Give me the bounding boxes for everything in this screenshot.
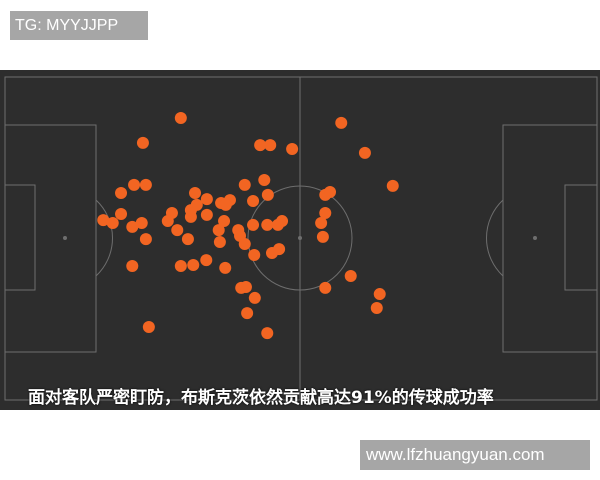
pass-dot xyxy=(358,146,371,159)
pass-dot xyxy=(315,216,328,229)
pass-dot xyxy=(271,218,284,231)
pass-dot xyxy=(97,214,110,227)
pass-dot xyxy=(258,174,271,187)
left-goal-area xyxy=(4,184,36,291)
pass-dot xyxy=(142,321,155,334)
pass-dot xyxy=(136,136,149,149)
pass-dot xyxy=(200,208,213,221)
pass-dot xyxy=(319,206,332,219)
pass-dot xyxy=(261,327,274,340)
right-goal-area xyxy=(564,184,598,291)
right-penalty-box xyxy=(502,124,598,353)
pass-dot xyxy=(139,233,152,246)
caption: 面对客队严密盯防，布斯克茨依然贡献高达91%的传球成功率 xyxy=(28,388,494,408)
pitch-lines xyxy=(4,76,598,401)
right-penalty-arc xyxy=(486,199,504,277)
pass-dot xyxy=(190,198,203,211)
pass-dot xyxy=(319,281,332,294)
pass-dot xyxy=(238,237,251,250)
pass-dot xyxy=(135,216,148,229)
pass-dot xyxy=(386,179,399,192)
site-url-banner: www.lfzhuangyuan.com xyxy=(360,440,590,470)
pass-dot xyxy=(174,112,187,125)
pass-dot xyxy=(261,218,274,231)
pass-dot xyxy=(247,218,260,231)
pitch xyxy=(4,76,598,401)
pass-dot xyxy=(218,215,231,228)
pass-dot xyxy=(370,301,383,314)
pass-dot xyxy=(212,224,225,237)
pass-dot xyxy=(189,186,202,199)
pass-dot xyxy=(264,139,277,152)
pass-dot xyxy=(106,216,119,229)
pass-dot xyxy=(128,178,141,191)
pass-dot xyxy=(344,269,357,282)
pass-dot xyxy=(324,185,337,198)
center-circle xyxy=(247,185,353,291)
pass-dots xyxy=(97,112,399,340)
pass-dot xyxy=(254,139,267,152)
pass-dot xyxy=(115,207,128,220)
pass-dot xyxy=(200,254,213,267)
pass-dot xyxy=(126,220,139,233)
pass-dot xyxy=(316,230,329,243)
pass-dot xyxy=(200,193,213,206)
pass-dot xyxy=(247,195,260,208)
right-penalty-spot xyxy=(533,236,537,240)
pass-dot xyxy=(187,258,200,271)
center-spot xyxy=(298,236,302,240)
left-penalty-box xyxy=(4,124,97,353)
pass-dot xyxy=(219,261,232,274)
pass-dot xyxy=(213,236,226,249)
pass-dot xyxy=(171,224,184,237)
pass-dot xyxy=(273,243,286,256)
pass-dot xyxy=(238,178,251,191)
watermark-tag: TG: MYYJJPP xyxy=(10,11,148,40)
pass-dot xyxy=(126,259,139,272)
pass-dot xyxy=(373,288,386,301)
pass-dot xyxy=(161,215,174,228)
pass-dot xyxy=(248,291,261,304)
pass-dot xyxy=(219,198,232,211)
pass-dot xyxy=(174,259,187,272)
pass-dot xyxy=(139,178,152,191)
pass-map-image: 面对客队严密盯防，布斯克茨依然贡献高达91%的传球成功率 xyxy=(0,70,600,410)
pass-dot xyxy=(286,143,299,156)
pass-dot xyxy=(239,280,252,293)
pass-dot xyxy=(115,186,128,199)
left-penalty-arc xyxy=(95,199,113,277)
pass-dot xyxy=(335,116,348,129)
pass-dot xyxy=(241,307,254,320)
left-penalty-spot xyxy=(63,236,67,240)
pass-dot xyxy=(261,188,274,201)
pass-dot xyxy=(181,233,194,246)
pass-dot xyxy=(248,248,261,261)
